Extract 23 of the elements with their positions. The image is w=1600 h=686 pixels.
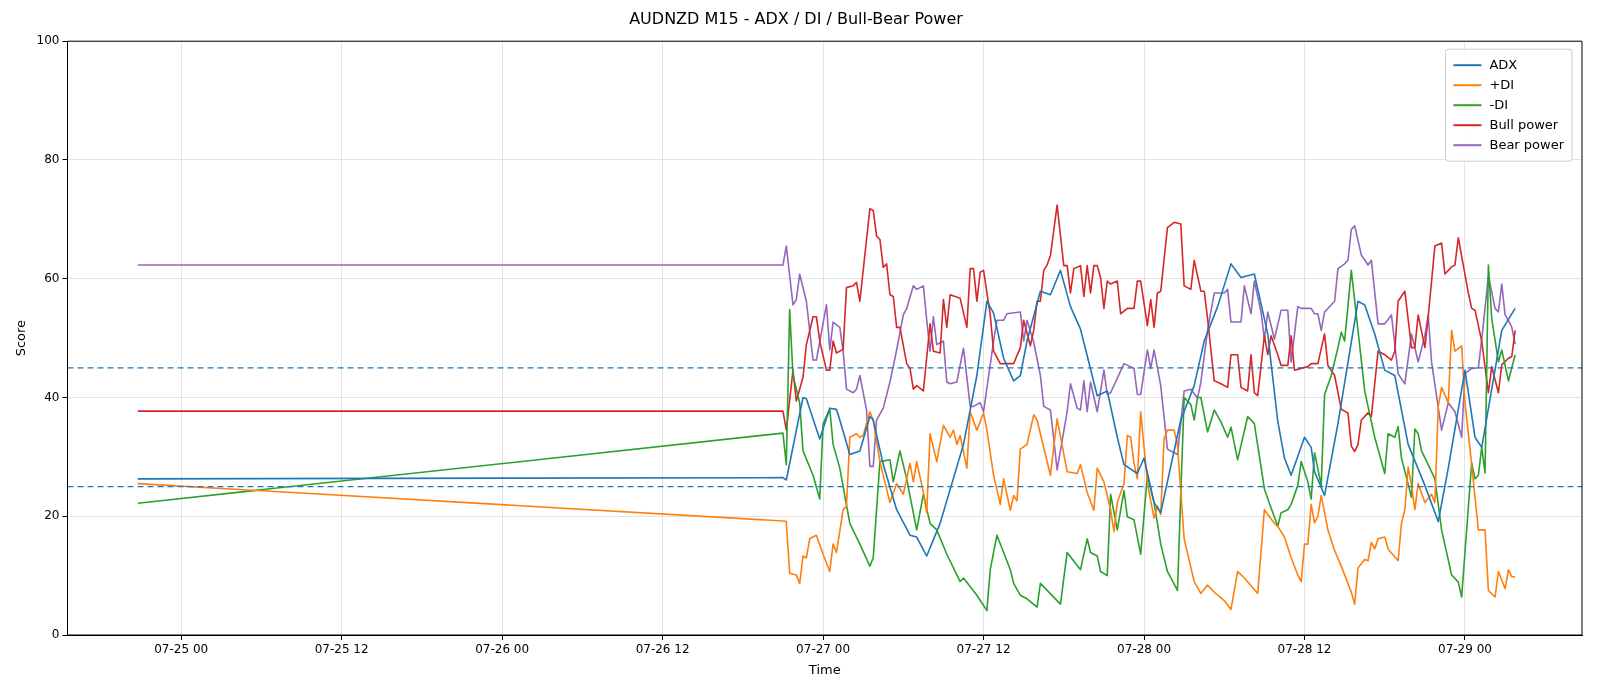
x-tick-label: 07-25 12 bbox=[314, 642, 369, 657]
legend-label: Bear power bbox=[1489, 136, 1565, 152]
x-tick-label: 07-27 00 bbox=[796, 642, 851, 657]
x-tick-label: 07-29 00 bbox=[1438, 642, 1492, 657]
y-tick-label: 60 bbox=[44, 270, 60, 285]
y-tick-label: 20 bbox=[44, 508, 60, 523]
y-tick-label: 0 bbox=[51, 627, 60, 642]
chart-title: AUDNZD M15 - ADX / DI / Bull-Bear Power bbox=[629, 8, 964, 28]
x-tick-label: 07-28 12 bbox=[1277, 642, 1332, 657]
legend-label: Bull power bbox=[1489, 116, 1559, 132]
x-tick-label: 07-25 00 bbox=[154, 642, 209, 657]
x-tick-label: 07-26 00 bbox=[475, 642, 530, 657]
y-tick-label: 100 bbox=[36, 33, 60, 48]
x-tick-label: 07-27 12 bbox=[956, 642, 1011, 657]
legend-label: ADX bbox=[1489, 56, 1518, 72]
y-tick-label: 80 bbox=[44, 152, 60, 167]
x-tick-label: 07-26 12 bbox=[635, 642, 690, 657]
y-tick-label: 40 bbox=[44, 389, 60, 404]
x-tick-label: 07-28 00 bbox=[1117, 642, 1172, 657]
legend-label: +DI bbox=[1489, 76, 1515, 92]
y-axis-title: Score bbox=[13, 319, 29, 357]
legend-label: -DI bbox=[1489, 96, 1509, 112]
x-axis-title: Time bbox=[807, 661, 841, 677]
